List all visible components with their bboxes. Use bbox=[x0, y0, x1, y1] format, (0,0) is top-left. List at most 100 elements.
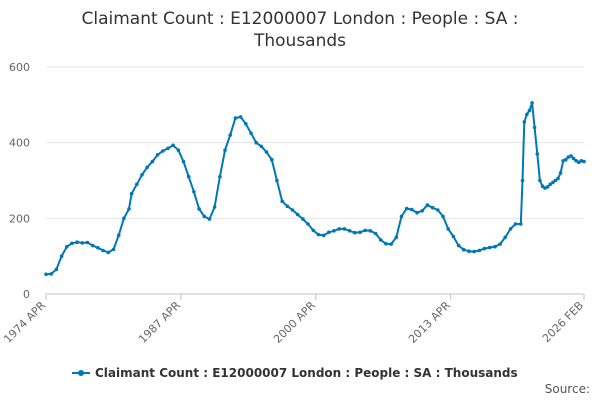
data-point[interactable] bbox=[384, 241, 388, 246]
data-point[interactable] bbox=[525, 112, 529, 117]
data-point[interactable] bbox=[551, 180, 555, 185]
data-point[interactable] bbox=[96, 246, 100, 250]
data-point[interactable] bbox=[493, 244, 497, 249]
data-point[interactable] bbox=[558, 171, 563, 175]
data-point[interactable] bbox=[176, 148, 181, 152]
data-point[interactable] bbox=[373, 231, 378, 236]
data-point[interactable] bbox=[249, 131, 253, 135]
data-point[interactable] bbox=[270, 157, 274, 162]
data-point[interactable] bbox=[197, 207, 201, 211]
data-point[interactable] bbox=[519, 222, 523, 226]
data-point[interactable] bbox=[135, 182, 139, 187]
data-point[interactable] bbox=[111, 247, 116, 252]
data-point[interactable] bbox=[233, 116, 238, 120]
data-point[interactable] bbox=[508, 227, 513, 231]
data-point[interactable] bbox=[446, 227, 451, 231]
data-point[interactable] bbox=[228, 133, 232, 137]
data-point[interactable] bbox=[127, 207, 131, 211]
data-point[interactable] bbox=[161, 149, 165, 153]
data-point[interactable] bbox=[85, 240, 90, 245]
data-point[interactable] bbox=[181, 159, 186, 164]
data-point[interactable] bbox=[75, 240, 79, 244]
data-point[interactable] bbox=[49, 272, 53, 276]
data-point[interactable] bbox=[368, 229, 373, 233]
data-point[interactable] bbox=[280, 199, 285, 204]
data-point[interactable] bbox=[538, 178, 542, 183]
data-point[interactable] bbox=[140, 173, 144, 177]
data-point[interactable] bbox=[420, 209, 425, 213]
data-point[interactable] bbox=[44, 272, 48, 277]
data-point[interactable] bbox=[106, 250, 111, 255]
data-point[interactable] bbox=[186, 174, 191, 179]
data-point[interactable] bbox=[129, 191, 134, 196]
data-point[interactable] bbox=[275, 178, 279, 183]
data-point[interactable] bbox=[145, 165, 149, 170]
data-point[interactable] bbox=[171, 143, 175, 148]
data-point[interactable] bbox=[150, 159, 155, 164]
data-point[interactable] bbox=[415, 210, 419, 215]
data-point[interactable] bbox=[332, 229, 336, 233]
data-point[interactable] bbox=[425, 203, 430, 207]
data-point[interactable] bbox=[54, 267, 59, 272]
data-point[interactable] bbox=[530, 101, 534, 105]
data-point[interactable] bbox=[316, 232, 321, 237]
data-point[interactable] bbox=[80, 241, 85, 245]
data-point[interactable] bbox=[254, 140, 258, 145]
data-point[interactable] bbox=[436, 208, 440, 212]
data-point[interactable] bbox=[101, 248, 105, 253]
data-point[interactable] bbox=[223, 148, 227, 152]
data-point[interactable] bbox=[540, 184, 545, 188]
data-point[interactable] bbox=[378, 238, 383, 242]
data-point[interactable] bbox=[264, 150, 269, 154]
data-point[interactable] bbox=[569, 154, 573, 158]
data-point[interactable] bbox=[487, 245, 492, 250]
data-point[interactable] bbox=[498, 242, 502, 246]
data-point[interactable] bbox=[472, 249, 476, 254]
data-point[interactable] bbox=[116, 233, 121, 238]
data-point[interactable] bbox=[441, 214, 445, 219]
data-point[interactable] bbox=[90, 243, 95, 248]
data-point[interactable] bbox=[527, 108, 532, 113]
data-point[interactable] bbox=[513, 222, 518, 226]
data-point[interactable] bbox=[548, 182, 552, 187]
data-point[interactable] bbox=[394, 235, 399, 240]
data-point[interactable] bbox=[574, 159, 578, 163]
data-point[interactable] bbox=[207, 217, 212, 221]
data-point[interactable] bbox=[321, 233, 326, 238]
data-point[interactable] bbox=[535, 152, 540, 156]
data-point[interactable] bbox=[430, 205, 435, 210]
data-point[interactable] bbox=[389, 242, 393, 246]
data-point[interactable] bbox=[582, 159, 586, 164]
data-point[interactable] bbox=[404, 206, 409, 211]
legend[interactable]: Claimant Count : E12000007 London : Peop… bbox=[72, 366, 518, 380]
data-point[interactable] bbox=[59, 254, 64, 258]
data-point[interactable] bbox=[70, 241, 74, 246]
data-point[interactable] bbox=[311, 228, 316, 233]
data-point[interactable] bbox=[477, 248, 482, 253]
data-point[interactable] bbox=[556, 176, 560, 181]
data-point[interactable] bbox=[155, 153, 160, 157]
data-point[interactable] bbox=[503, 235, 508, 240]
source-credit[interactable]: Source: bbox=[545, 382, 590, 396]
data-point[interactable] bbox=[202, 214, 207, 219]
data-point[interactable] bbox=[456, 243, 461, 248]
data-point[interactable] bbox=[522, 120, 527, 124]
data-point[interactable] bbox=[545, 185, 550, 189]
data-point[interactable] bbox=[327, 230, 331, 235]
data-point[interactable] bbox=[342, 227, 347, 231]
data-point[interactable] bbox=[192, 190, 196, 194]
data-point[interactable] bbox=[461, 247, 466, 252]
data-point[interactable] bbox=[363, 228, 368, 233]
data-point[interactable] bbox=[571, 156, 576, 161]
data-point[interactable] bbox=[259, 144, 264, 149]
data-point[interactable] bbox=[244, 122, 248, 126]
data-point[interactable] bbox=[166, 146, 170, 151]
data-point[interactable] bbox=[399, 214, 404, 219]
data-point[interactable] bbox=[306, 222, 310, 226]
data-point[interactable] bbox=[564, 157, 568, 162]
data-point[interactable] bbox=[520, 178, 525, 183]
data-point[interactable] bbox=[65, 244, 69, 249]
data-point[interactable] bbox=[577, 160, 581, 165]
data-point[interactable] bbox=[212, 205, 217, 209]
data-point[interactable] bbox=[353, 230, 357, 235]
